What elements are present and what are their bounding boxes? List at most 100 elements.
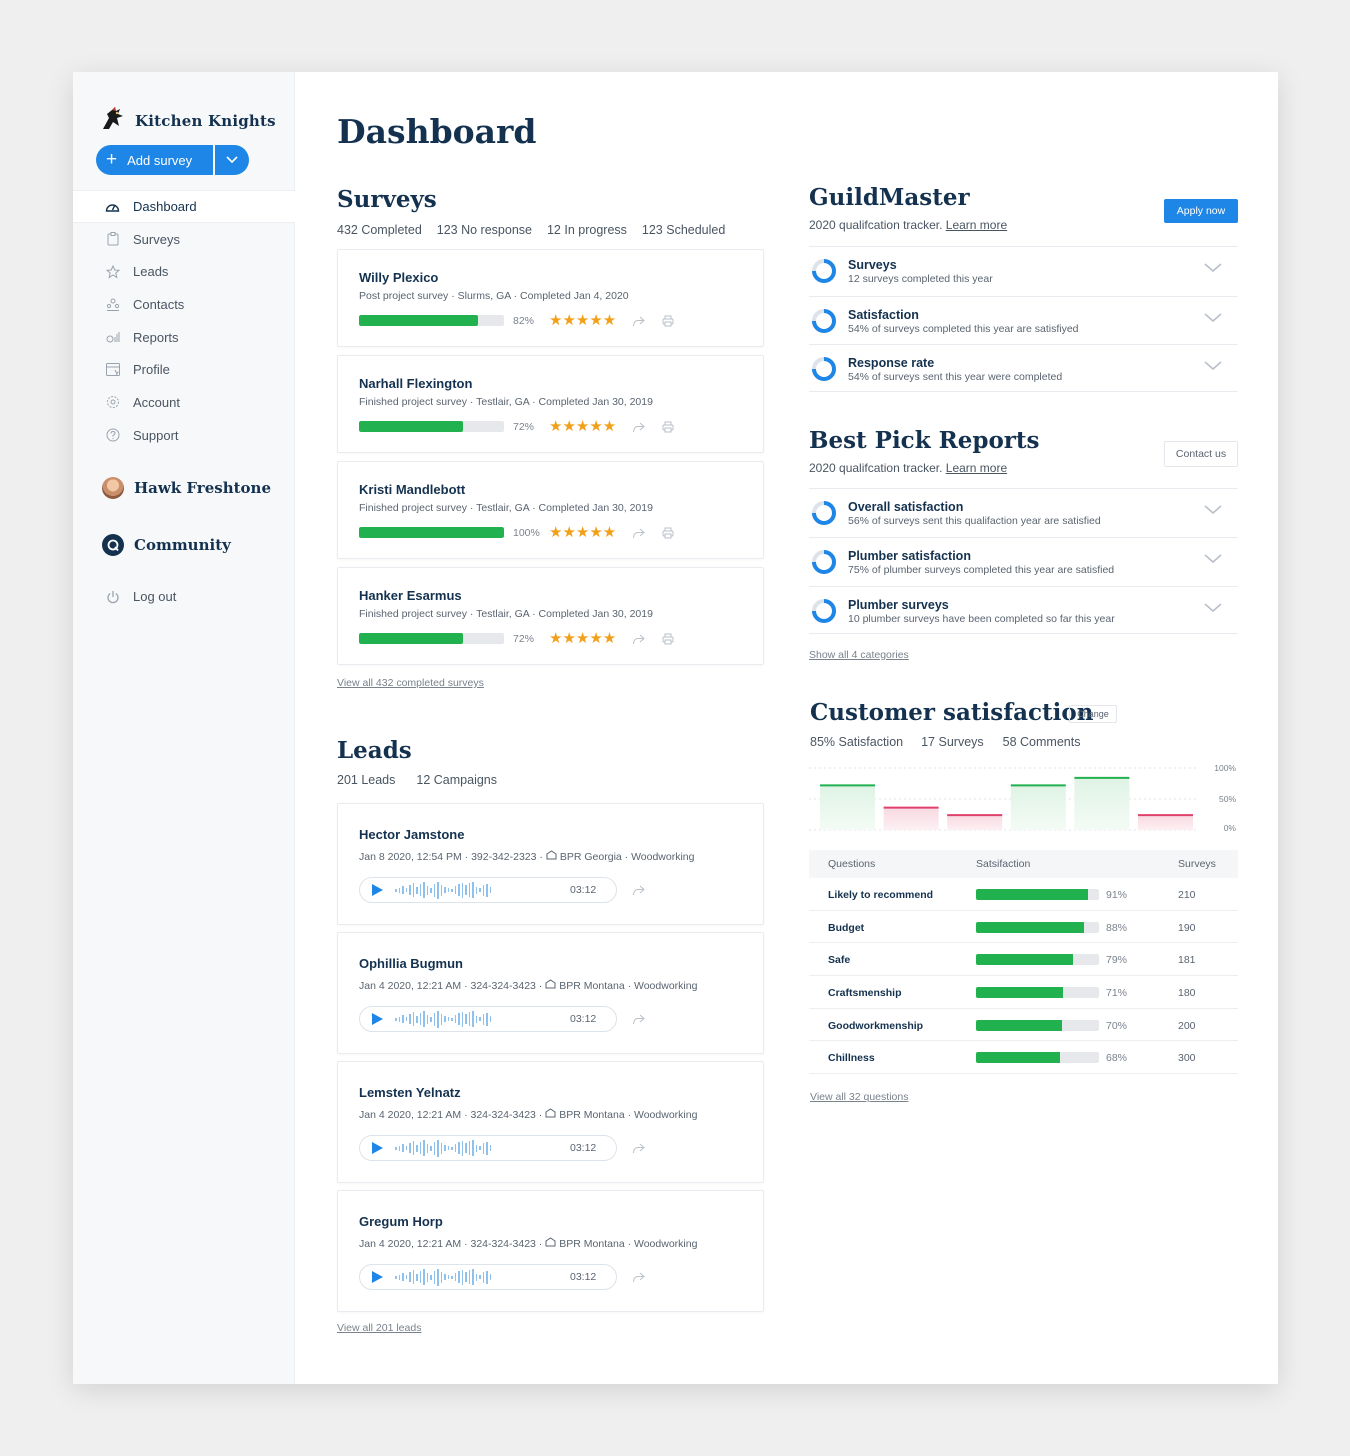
- column-header-satisfaction[interactable]: Satsifaction: [976, 858, 1031, 870]
- share-icon[interactable]: [631, 1141, 645, 1155]
- call-audio-player[interactable]: 03:12: [359, 1264, 617, 1290]
- change-button[interactable]: Change: [1069, 705, 1117, 723]
- question-label: Budget: [828, 921, 865, 934]
- play-icon[interactable]: [372, 1142, 383, 1154]
- lead-card[interactable]: Hector Jamstone Jan 8 2020, 12:54 PM · 3…: [337, 803, 764, 925]
- guildmaster-learn-more-link[interactable]: Learn more: [945, 218, 1008, 232]
- waveform-bar: [412, 1012, 414, 1026]
- share-icon[interactable]: [631, 420, 645, 434]
- chart-bar[interactable]: [820, 785, 875, 830]
- satisfaction-bar: [976, 1052, 1099, 1064]
- table-row[interactable]: Likely to recommend 91% 210: [809, 878, 1238, 911]
- stat-completed[interactable]: 432 Completed: [337, 223, 422, 237]
- stat-leads[interactable]: 201 Leads: [337, 773, 396, 787]
- waveform-bar: [416, 886, 418, 894]
- column-header-surveys[interactable]: Surveys: [1178, 858, 1216, 870]
- lead-card[interactable]: Ophillia Bugmun Jan 4 2020, 12:21 AM · 3…: [337, 932, 764, 1054]
- share-icon[interactable]: [631, 632, 645, 646]
- sidebar-item-account[interactable]: Account: [73, 386, 295, 419]
- print-icon[interactable]: [661, 420, 675, 434]
- waveform-bar: [437, 1010, 439, 1028]
- share-icon[interactable]: [631, 314, 645, 328]
- lead-card[interactable]: Gregum Horp Jan 4 2020, 12:21 AM · 324-3…: [337, 1190, 764, 1312]
- share-icon[interactable]: [631, 526, 645, 540]
- show-all-categories-link[interactable]: Show all 4 categories: [809, 649, 909, 661]
- sidebar-item-surveys[interactable]: Surveys: [73, 223, 295, 256]
- survey-card[interactable]: Kristi Mandlebott Finished project surve…: [337, 461, 764, 559]
- satisfaction-bar-chart: 100% 50% 0%: [809, 763, 1236, 833]
- print-icon[interactable]: [661, 526, 675, 540]
- question-label: Goodworkmenship: [828, 1019, 924, 1032]
- stat-in-progress[interactable]: 12 In progress: [546, 223, 627, 237]
- sidebar-item-reports[interactable]: Reports: [73, 321, 295, 354]
- add-survey-dropdown[interactable]: [215, 145, 249, 175]
- logout-button[interactable]: Log out: [105, 589, 176, 604]
- survey-card[interactable]: Hanker Esarmus Finished project survey ·…: [337, 567, 764, 665]
- column-header-questions[interactable]: Questions: [828, 858, 876, 870]
- satisfaction-percent: 68%: [1106, 1052, 1128, 1065]
- waveform-bar: [416, 1273, 418, 1281]
- waveform-bar: [398, 1145, 400, 1151]
- table-row[interactable]: Goodworkmenship 70% 200: [809, 1009, 1238, 1042]
- sidebar-item-contacts[interactable]: Contacts: [73, 288, 295, 321]
- guildmaster-item-surveys[interactable]: Surveys 12 surveys completed this year: [809, 246, 1238, 294]
- chart-bars: [820, 776, 1193, 830]
- lead-meta-datetime-phone: Jan 4 2020, 12:21 AM · 324-324-3423 ·: [359, 1108, 543, 1121]
- community-link[interactable]: Community: [102, 534, 231, 556]
- stat-campaigns[interactable]: 12 Campaigns: [416, 773, 497, 787]
- sidebar-item-leads[interactable]: Leads: [73, 255, 295, 288]
- brand[interactable]: Kitchen Knights: [99, 104, 276, 137]
- survey-card[interactable]: Willy Plexico Post project survey · Slur…: [337, 249, 764, 347]
- item-title: Plumber satisfaction: [848, 549, 971, 563]
- chevron-down-icon: [1204, 554, 1222, 564]
- view-all-questions-link[interactable]: View all 32 questions: [810, 1091, 909, 1103]
- waveform-bar: [395, 1146, 397, 1150]
- stat-satisfaction: 85% Satisfaction: [810, 735, 904, 749]
- sidebar-item-dashboard[interactable]: Dashboard: [73, 190, 295, 223]
- call-audio-player[interactable]: 03:12: [359, 1006, 617, 1032]
- guildmaster-item-satisfaction[interactable]: Satisfaction 54% of surveys completed th…: [809, 296, 1238, 344]
- print-icon[interactable]: [661, 314, 675, 328]
- best-pick-item-plumber-satisfaction[interactable]: Plumber satisfaction 75% of plumber surv…: [809, 537, 1238, 585]
- sidebar-item-label: Contacts: [133, 296, 185, 312]
- best-pick-learn-more-link[interactable]: Learn more: [945, 461, 1008, 475]
- stat-no-response[interactable]: 123 No response: [436, 223, 532, 237]
- share-icon[interactable]: [631, 883, 645, 897]
- waveform-bar: [405, 1017, 407, 1021]
- table-row[interactable]: Chillness 68% 300: [809, 1041, 1238, 1075]
- chart-bar[interactable]: [1074, 777, 1130, 830]
- waveform-bar: [423, 1011, 425, 1027]
- table-row[interactable]: Craftsmenship 71% 180: [809, 976, 1238, 1009]
- help-icon: [105, 428, 120, 443]
- sidebar-item-support[interactable]: Support: [73, 419, 295, 452]
- sidebar-item-profile[interactable]: Profile: [73, 353, 295, 386]
- play-icon[interactable]: [372, 1013, 383, 1025]
- share-icon[interactable]: [631, 1270, 645, 1284]
- table-row[interactable]: Budget 88% 190: [809, 911, 1238, 944]
- contact-us-button[interactable]: Contact us: [1164, 441, 1238, 467]
- chart-bar[interactable]: [1010, 785, 1066, 830]
- chart-bar[interactable]: [947, 815, 1003, 830]
- view-all-surveys-link[interactable]: View all 432 completed surveys: [337, 677, 484, 689]
- best-pick-item-plumber-surveys[interactable]: Plumber surveys 10 plumber surveys have …: [809, 586, 1238, 634]
- view-all-leads-link[interactable]: View all 201 leads: [337, 1322, 422, 1334]
- leads-title: Leads: [337, 737, 412, 764]
- chart-bar[interactable]: [883, 807, 939, 830]
- add-survey-button[interactable]: + Add survey: [96, 145, 213, 175]
- user-profile-link[interactable]: Hawk Freshtone: [102, 477, 271, 499]
- call-audio-player[interactable]: 03:12: [359, 877, 617, 903]
- survey-card[interactable]: Narhall Flexington Finished project surv…: [337, 355, 764, 453]
- best-pick-item-overall[interactable]: Overall satisfaction 56% of surveys sent…: [809, 488, 1238, 536]
- apply-now-button[interactable]: Apply now: [1164, 199, 1238, 223]
- play-icon[interactable]: [372, 884, 383, 896]
- table-row[interactable]: Safe 79% 181: [809, 943, 1238, 977]
- call-audio-player[interactable]: 03:12: [359, 1135, 617, 1161]
- y-tick-label: 100%: [1214, 763, 1236, 773]
- chart-bar[interactable]: [1138, 815, 1193, 830]
- share-icon[interactable]: [631, 1012, 645, 1026]
- stat-scheduled[interactable]: 123 Scheduled: [641, 223, 726, 237]
- lead-card[interactable]: Lemsten Yelnatz Jan 4 2020, 12:21 AM · 3…: [337, 1061, 764, 1183]
- play-icon[interactable]: [372, 1271, 383, 1283]
- guildmaster-item-response-rate[interactable]: Response rate 54% of surveys sent this y…: [809, 344, 1238, 392]
- print-icon[interactable]: [661, 632, 675, 646]
